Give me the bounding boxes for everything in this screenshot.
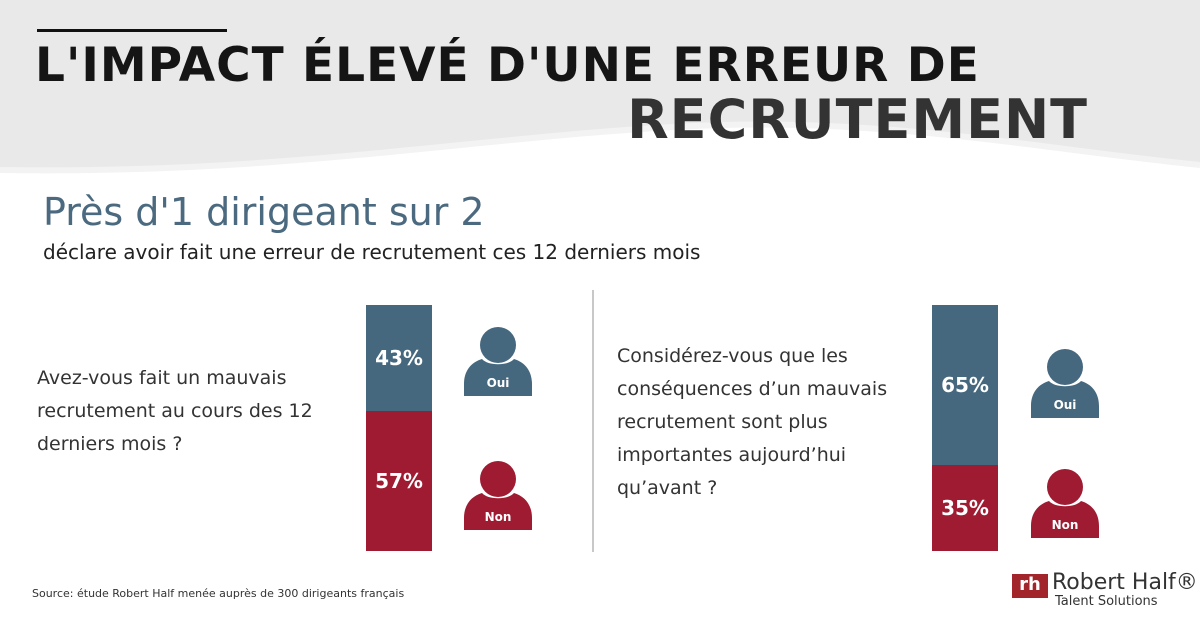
data-label: 43% <box>375 345 423 370</box>
person-icon-oui: Oui <box>1029 348 1101 418</box>
person-label: Non <box>484 510 512 524</box>
person-icon-non: Non <box>1029 468 1101 538</box>
data-label: 57% <box>375 468 423 493</box>
headline-detail: déclare avoir fait une erreur de recrute… <box>43 240 701 264</box>
divider <box>592 290 594 552</box>
person-icon-oui: Oui <box>462 326 534 396</box>
headline: Près d'1 dirigeant sur 2 <box>43 190 485 234</box>
data-label: 65% <box>941 372 989 397</box>
title-line-1: L'IMPACT ÉLEVÉ D'UNE ERREUR DE <box>35 38 980 93</box>
header-background <box>0 0 1200 174</box>
person-label: Oui <box>1053 398 1077 412</box>
question-1: Avez-vous fait un mauvais recrutement au… <box>37 367 313 455</box>
question-2: Considérez-vous que les conséquences d’u… <box>617 345 888 499</box>
person-icon-non: Non <box>462 460 534 530</box>
logo-mark: rh <box>1012 574 1048 598</box>
bar-segment-oui: 65% <box>932 305 998 465</box>
title-rule <box>37 29 227 32</box>
logo-tagline: Talent Solutions <box>1055 594 1158 609</box>
person-label: Non <box>1051 518 1079 532</box>
logo-name: Robert Half® <box>1052 570 1198 595</box>
person-label: Oui <box>486 376 510 390</box>
source-note: Source: étude Robert Half menée auprès d… <box>32 587 405 600</box>
bar-segment-non: 35% <box>932 464 998 551</box>
bar-segment-oui: 43% <box>366 305 432 411</box>
bar-segment-non: 57% <box>366 410 432 551</box>
title-line-2: RECRUTEMENT <box>627 88 1088 151</box>
data-label: 35% <box>941 495 989 520</box>
